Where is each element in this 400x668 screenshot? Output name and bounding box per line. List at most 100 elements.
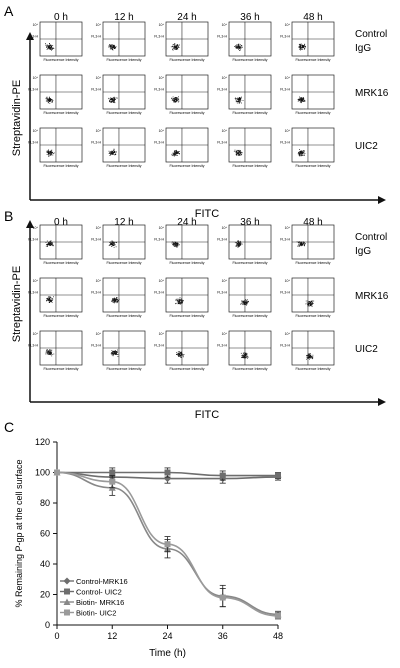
event-dot: [48, 353, 50, 355]
event-dot: [298, 47, 300, 48]
event-dot: [48, 150, 49, 152]
event-dot: [246, 357, 248, 359]
event-dot: [47, 352, 48, 354]
event-dot: [47, 150, 49, 152]
event-dot: [243, 301, 244, 303]
event-dot: [310, 357, 312, 359]
event-dot: [238, 245, 239, 246]
flow-dot-plot: FL3-H 10⁴ Fluorescence Intensity: [280, 330, 335, 371]
event-dot: [243, 301, 245, 302]
event-dot: [111, 242, 113, 244]
y-tick-label: 60: [40, 529, 50, 539]
event-dot: [113, 150, 115, 152]
event-dot: [51, 45, 53, 47]
event-dot: [304, 43, 306, 45]
event-dot: [49, 298, 50, 299]
event-dot: [113, 150, 114, 152]
event-dot: [301, 153, 303, 154]
event-dot: [238, 43, 240, 45]
event-dot: [235, 47, 237, 49]
event-dot: [172, 46, 174, 48]
event-dot: [117, 354, 118, 355]
event-dot: [299, 245, 300, 247]
event-dot: [178, 153, 179, 154]
event-dot: [180, 301, 182, 303]
event-dot: [112, 46, 114, 48]
event-dot: [111, 49, 113, 50]
event-dot: [50, 100, 52, 102]
x-axis-label: Time (h): [149, 648, 186, 659]
event-dot: [48, 150, 50, 152]
event-dot: [49, 244, 51, 245]
event-dot: [49, 47, 51, 49]
event-dot: [108, 97, 110, 99]
panel-a-letter: A: [4, 3, 14, 19]
event-dot: [174, 244, 176, 246]
event-dot: [301, 241, 302, 243]
flow-dot-plot: FL3-H 10⁴ Fluorescence Intensity: [154, 224, 209, 265]
event-dot: [49, 354, 50, 355]
event-dot: [235, 45, 237, 46]
event-dot: [302, 150, 304, 152]
event-dot: [237, 46, 239, 48]
event-dot: [245, 352, 246, 354]
event-dot: [115, 298, 117, 299]
event-dot: [239, 245, 240, 247]
event-dot: [114, 100, 115, 102]
event-dot: [174, 98, 176, 99]
plot-y-tick: 10⁴: [96, 23, 102, 27]
event-dot: [309, 353, 311, 354]
event-dot: [239, 243, 241, 244]
event-dot: [173, 153, 175, 155]
event-dot: [178, 298, 180, 300]
event-dot: [313, 300, 315, 302]
event-dot: [235, 98, 236, 100]
event-dot: [299, 97, 301, 99]
event-dot: [48, 243, 50, 245]
event-dot: [312, 358, 313, 360]
flow-dot-plot: FL3-H 10⁴ Fluorescence Intensity: [280, 224, 335, 265]
event-dot: [175, 303, 176, 305]
timepoint-label: 48 h: [303, 12, 322, 23]
event-dot: [238, 47, 239, 49]
event-dot: [172, 100, 174, 101]
event-dot: [312, 354, 314, 356]
event-dot: [244, 300, 245, 302]
event-dot: [182, 302, 183, 303]
event-dot: [111, 244, 113, 246]
event-dot: [300, 244, 302, 246]
event-dot: [52, 45, 54, 46]
event-dot: [241, 301, 243, 303]
plot-y-tick: 10⁴: [222, 332, 228, 336]
event-dot: [178, 151, 180, 152]
event-dot: [310, 301, 311, 303]
event-dot: [173, 242, 175, 244]
event-dot: [300, 151, 301, 152]
event-dot: [300, 152, 302, 153]
event-dot: [52, 243, 53, 245]
event-dot: [109, 44, 110, 45]
event-dot: [110, 102, 112, 103]
event-dot: [243, 301, 245, 303]
event-dot: [245, 304, 247, 306]
event-dot: [113, 101, 115, 103]
event-dot: [110, 47, 112, 48]
event-dot: [111, 354, 113, 356]
event-dot: [51, 245, 53, 246]
event-dot: [238, 150, 240, 152]
event-dot: [238, 153, 240, 154]
event-dot: [45, 97, 47, 99]
event-dot: [175, 245, 177, 247]
event-dot: [179, 352, 180, 354]
event-dot: [235, 46, 237, 48]
event-dot: [112, 242, 114, 244]
event-dot: [51, 242, 52, 244]
event-dot: [179, 303, 180, 305]
event-dot: [110, 98, 112, 99]
event-dot: [114, 353, 116, 355]
event-dot: [116, 352, 118, 353]
event-dot: [175, 242, 176, 244]
event-dot: [299, 44, 301, 46]
event-dot: [177, 246, 178, 248]
event-dot: [241, 357, 243, 359]
